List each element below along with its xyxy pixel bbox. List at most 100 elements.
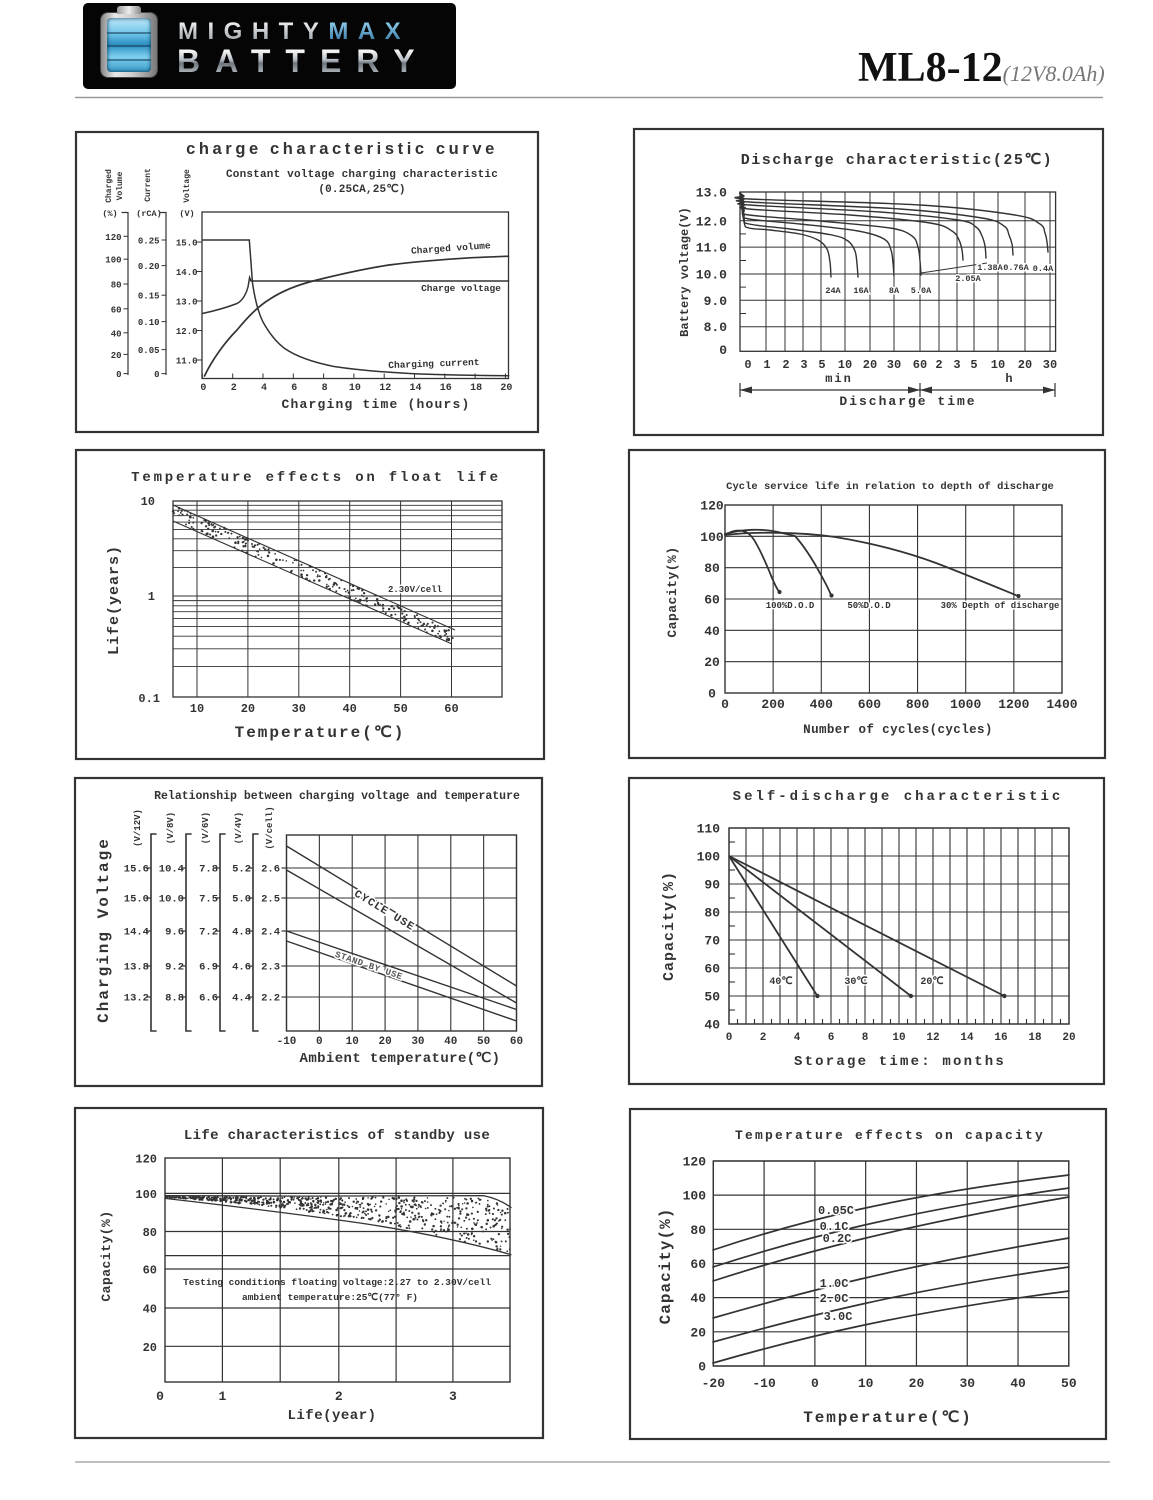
svg-text:100: 100 (697, 850, 721, 865)
svg-text:60: 60 (913, 358, 927, 372)
svg-text:1000: 1000 (950, 697, 981, 712)
svg-text:80: 80 (690, 1223, 706, 1238)
svg-text:-10: -10 (277, 1036, 297, 1048)
svg-text:40: 40 (704, 1018, 720, 1033)
svg-text:-20: -20 (702, 1376, 726, 1391)
svg-text:40: 40 (690, 1291, 706, 1306)
svg-text:5.0A: 5.0A (911, 286, 932, 296)
svg-text:(V/4V): (V/4V) (234, 812, 244, 844)
svg-text:Temperature(℃): Temperature(℃) (803, 1409, 972, 1427)
svg-text:(%): (%) (102, 209, 117, 219)
svg-text:1: 1 (148, 590, 155, 604)
svg-text:(V/12V): (V/12V) (133, 809, 143, 847)
svg-text:(0.25CA,25℃): (0.25CA,25℃) (318, 183, 405, 196)
svg-text:16: 16 (440, 383, 452, 394)
svg-text:120: 120 (700, 499, 724, 514)
svg-text:14: 14 (960, 1032, 974, 1044)
svg-text:80: 80 (143, 1226, 157, 1240)
svg-text:80: 80 (111, 281, 122, 291)
svg-text:1: 1 (218, 1389, 226, 1404)
svg-text:30: 30 (959, 1376, 975, 1391)
svg-text:0: 0 (721, 697, 729, 712)
svg-text:50%D.O.D: 50%D.O.D (847, 601, 891, 611)
svg-text:3: 3 (449, 1389, 457, 1404)
svg-text:8.8: 8.8 (165, 993, 184, 1005)
svg-text:Ambient temperature(℃): Ambient temperature(℃) (300, 1051, 501, 1067)
svg-text:20: 20 (500, 383, 512, 394)
svg-text:Charge voltage: Charge voltage (421, 283, 501, 294)
svg-text:6.6: 6.6 (199, 993, 218, 1005)
svg-text:6.9: 6.9 (199, 962, 218, 974)
svg-text:20: 20 (241, 702, 255, 716)
svg-text:8A: 8A (889, 286, 900, 296)
svg-text:0.10: 0.10 (138, 318, 160, 328)
svg-text:(V/8V): (V/8V) (166, 812, 176, 844)
svg-text:Number of cycles(cycles): Number of cycles(cycles) (803, 723, 993, 737)
svg-text:30℃: 30℃ (844, 976, 867, 988)
svg-text:(V): (V) (179, 209, 194, 219)
svg-text:10: 10 (991, 358, 1005, 372)
svg-text:15.0: 15.0 (176, 239, 198, 249)
svg-text:7.8: 7.8 (199, 864, 218, 876)
svg-text:min: min (825, 372, 853, 386)
svg-text:Charging time (hours): Charging time (hours) (281, 397, 470, 412)
svg-text:90: 90 (704, 878, 720, 893)
svg-text:80: 80 (704, 906, 720, 921)
svg-text:9.0: 9.0 (704, 294, 728, 309)
svg-text:Life(years): Life(years) (106, 545, 123, 655)
svg-text:120: 120 (105, 233, 121, 243)
svg-text:0: 0 (811, 1376, 819, 1391)
svg-text:2: 2 (231, 383, 237, 394)
svg-text:2.6: 2.6 (261, 864, 280, 876)
svg-text:13.2: 13.2 (124, 993, 149, 1005)
svg-text:(V/cell): (V/cell) (265, 806, 275, 849)
svg-text:24A: 24A (825, 286, 841, 296)
svg-text:20: 20 (378, 1036, 391, 1048)
svg-text:18: 18 (470, 383, 482, 394)
svg-text:ambient temperature:25℃(77° F): ambient temperature:25℃(77° F) (242, 1292, 418, 1303)
svg-text:6: 6 (291, 383, 297, 394)
svg-text:0: 0 (719, 343, 727, 358)
svg-text:4.4: 4.4 (232, 993, 251, 1005)
svg-text:50: 50 (393, 702, 407, 716)
svg-text:60: 60 (704, 593, 720, 608)
svg-text:20: 20 (143, 1341, 157, 1355)
svg-text:40℃: 40℃ (769, 976, 792, 988)
svg-text:14.4: 14.4 (124, 927, 149, 939)
svg-text:2.3: 2.3 (261, 962, 280, 974)
svg-text:14.0: 14.0 (176, 268, 198, 278)
svg-text:100: 100 (700, 530, 724, 545)
svg-text:13.0: 13.0 (696, 186, 727, 201)
svg-text:0: 0 (316, 1036, 323, 1048)
svg-text:Temperature effects on float l: Temperature effects on float life (131, 470, 501, 486)
svg-text:1: 1 (763, 358, 770, 372)
svg-text:16A: 16A (853, 286, 869, 296)
svg-text:50: 50 (477, 1036, 490, 1048)
svg-text:12.0: 12.0 (176, 327, 198, 337)
svg-text:100: 100 (683, 1189, 707, 1204)
svg-text:40: 40 (111, 329, 122, 339)
svg-text:3: 3 (800, 358, 807, 372)
svg-text:11.0: 11.0 (696, 241, 727, 256)
svg-text:8.0: 8.0 (704, 320, 728, 335)
svg-text:120: 120 (135, 1153, 157, 1167)
svg-text:30: 30 (1043, 358, 1057, 372)
svg-text:16: 16 (994, 1032, 1007, 1044)
svg-text:10.0: 10.0 (159, 894, 184, 906)
svg-text:60: 60 (510, 1036, 523, 1048)
svg-text:2.5: 2.5 (261, 894, 280, 906)
svg-text:2: 2 (335, 1389, 343, 1404)
svg-text:3.0C: 3.0C (824, 1310, 853, 1324)
svg-text:10: 10 (190, 702, 204, 716)
svg-text:60: 60 (143, 1264, 157, 1278)
svg-text:40: 40 (342, 702, 356, 716)
svg-text:5.0: 5.0 (232, 894, 251, 906)
svg-text:4: 4 (261, 383, 267, 394)
svg-text:0: 0 (116, 370, 121, 380)
svg-text:(V/6V): (V/6V) (201, 812, 211, 844)
svg-text:0.76A: 0.76A (1003, 263, 1029, 273)
svg-text:7.2: 7.2 (199, 927, 218, 939)
svg-text:40: 40 (1010, 1376, 1026, 1391)
svg-text:100: 100 (105, 256, 121, 266)
svg-text:0.20: 0.20 (138, 262, 160, 272)
